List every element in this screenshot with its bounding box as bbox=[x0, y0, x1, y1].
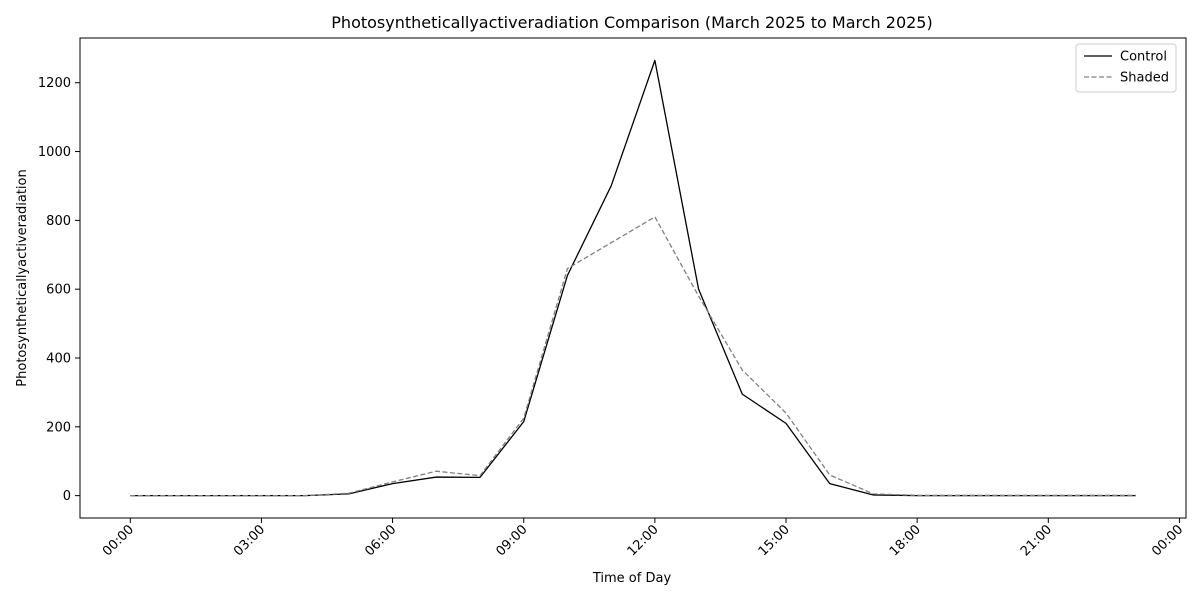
series-line-shaded bbox=[130, 216, 1136, 497]
series-line-control bbox=[130, 59, 1136, 497]
x-tick-label: 18:00 bbox=[887, 522, 924, 559]
plot-frame bbox=[79, 37, 1187, 519]
x-tick-label: 12:00 bbox=[625, 522, 662, 559]
x-tick-label: 03:00 bbox=[231, 522, 268, 559]
legend-label-control: Control bbox=[1120, 50, 1167, 65]
y-tick-label: 800 bbox=[46, 214, 71, 229]
x-tick-label: 06:00 bbox=[362, 522, 399, 559]
y-tick-label: 200 bbox=[46, 420, 71, 435]
y-axis-label: Photosyntheticallyactiveradiation bbox=[15, 169, 30, 386]
y-tick-label: 1200 bbox=[38, 76, 71, 91]
x-tick-label: 15:00 bbox=[756, 522, 793, 559]
x-tick-label: 21:00 bbox=[1018, 522, 1055, 559]
y-tick-label: 0 bbox=[63, 489, 71, 504]
x-tick-label: 00:00 bbox=[1149, 522, 1186, 559]
plot-area bbox=[130, 59, 1136, 497]
x-axis: 00:00 03:00 06:00 09:00 12:00 15:00 18:00 21:00… bbox=[100, 518, 1186, 559]
x-axis-label: Time of Day bbox=[592, 571, 672, 586]
chart-title: Photosyntheticallyactiveradiation Compar… bbox=[331, 13, 932, 32]
y-axis: 0 200 400 600 800 1000 1200 bbox=[38, 76, 80, 504]
y-tick-label: 400 bbox=[46, 352, 71, 367]
legend-label-shaded: Shaded bbox=[1120, 71, 1169, 86]
x-tick-label: 09:00 bbox=[493, 522, 530, 559]
x-tick-label: 00:00 bbox=[100, 522, 137, 559]
y-tick-label: 1000 bbox=[38, 145, 71, 160]
y-tick-label: 600 bbox=[46, 283, 71, 298]
legend: Control Shaded bbox=[1075, 43, 1177, 93]
